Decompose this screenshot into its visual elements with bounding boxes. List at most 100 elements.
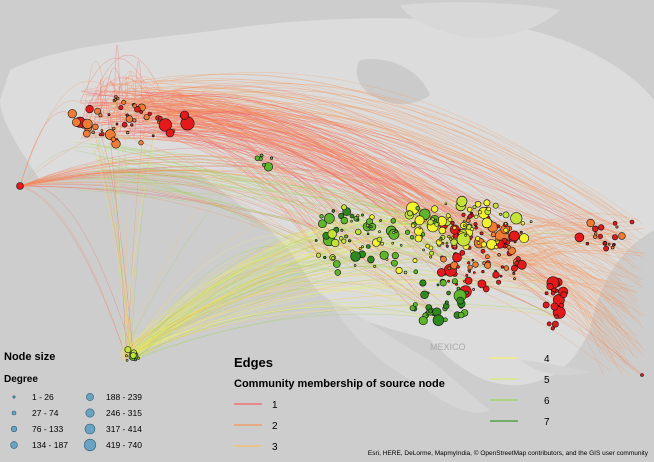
network-edge: [93, 105, 135, 155]
network-node: [472, 271, 476, 274]
network-edge: [84, 105, 643, 374]
network-node: [456, 296, 465, 305]
network-edge: [150, 113, 470, 210]
network-node: [67, 109, 77, 119]
edge-legend-label: 1: [272, 400, 278, 411]
network-node: [332, 260, 341, 268]
network-edge: [137, 97, 470, 227]
network-node: [340, 216, 348, 225]
network-edge: [452, 241, 638, 268]
network-node: [390, 218, 396, 224]
network-node: [472, 288, 476, 291]
network-node: [592, 234, 598, 240]
network-node: [515, 256, 521, 262]
network-edge: [142, 85, 507, 216]
network-edge: [19, 100, 90, 187]
network-edge: [19, 168, 416, 273]
network-edge: [170, 109, 627, 238]
network-edge: [87, 109, 628, 240]
network-node: [340, 228, 344, 232]
network-node: [344, 234, 349, 239]
network-node: [82, 118, 93, 130]
network-node: [130, 123, 134, 127]
network-edge: [158, 109, 632, 294]
network-node: [425, 243, 431, 249]
network-node: [132, 118, 137, 123]
network-edge: [138, 227, 455, 354]
map-label-mexico: MEXICO: [430, 342, 466, 352]
network-node: [446, 290, 451, 296]
edge-legend-label: 5: [544, 375, 550, 386]
network-edge: [19, 161, 425, 215]
network-node: [341, 204, 347, 211]
network-edge: [19, 169, 615, 245]
network-node: [544, 291, 549, 296]
network-edge: [513, 244, 609, 277]
network-edge: [97, 136, 142, 162]
network-node: [134, 358, 138, 362]
network-edge: [122, 135, 414, 226]
node-legend-swatch: [83, 438, 97, 452]
network-node: [492, 202, 499, 209]
network-node: [452, 225, 457, 230]
network-node: [441, 242, 445, 245]
network-node: [107, 113, 111, 117]
network-edge: [120, 245, 512, 359]
network-node: [559, 302, 565, 308]
network-node: [427, 219, 434, 226]
network-edge: [135, 286, 431, 352]
network-edge: [19, 122, 262, 187]
network-node: [465, 218, 471, 223]
network-node: [432, 314, 445, 326]
node-legend-swatch: [86, 393, 94, 401]
network-edge: [141, 82, 643, 225]
network-edge: [529, 263, 642, 324]
node-legend-swatch: [85, 408, 95, 418]
network-node: [263, 162, 274, 172]
network-edge: [132, 280, 474, 356]
network-node: [438, 226, 446, 235]
network-node: [125, 113, 129, 117]
network-node: [592, 225, 599, 233]
network-node: [520, 221, 525, 226]
network-node: [409, 305, 416, 312]
network-edge: [124, 102, 645, 257]
network-node: [474, 214, 479, 219]
network-edge: [94, 111, 618, 228]
network-edge: [114, 100, 121, 175]
network-node: [100, 129, 104, 132]
network-edge: [86, 133, 132, 354]
network-node: [390, 259, 398, 267]
network-node: [367, 255, 375, 264]
network-node: [477, 210, 482, 215]
network-node: [118, 105, 124, 111]
network-node: [514, 261, 519, 266]
network-node: [429, 255, 433, 259]
network-node: [519, 230, 523, 234]
network-node: [462, 224, 466, 228]
network-node: [92, 123, 99, 131]
node-legend-label: 76 - 133: [32, 424, 63, 434]
network-node: [139, 110, 143, 114]
network-node: [472, 261, 479, 268]
network-edge: [137, 306, 446, 356]
edge-legend-subtitle: Community membership of source node: [234, 378, 445, 390]
network-node: [356, 218, 360, 222]
network-node: [546, 321, 552, 327]
network-node: [519, 233, 529, 244]
network-edge: [19, 156, 448, 223]
network-edge: [99, 101, 465, 226]
network-node: [409, 235, 415, 240]
network-edge: [80, 77, 161, 140]
node-legend-subtitle: Degree: [4, 374, 38, 385]
network-edge: [19, 162, 336, 244]
network-node: [461, 212, 466, 217]
network-node: [467, 261, 471, 265]
network-node: [147, 111, 152, 116]
network-node: [481, 217, 493, 229]
edge-legend-title: Edges: [234, 355, 273, 370]
network-edge: [129, 281, 564, 356]
network-edge: [121, 255, 488, 358]
